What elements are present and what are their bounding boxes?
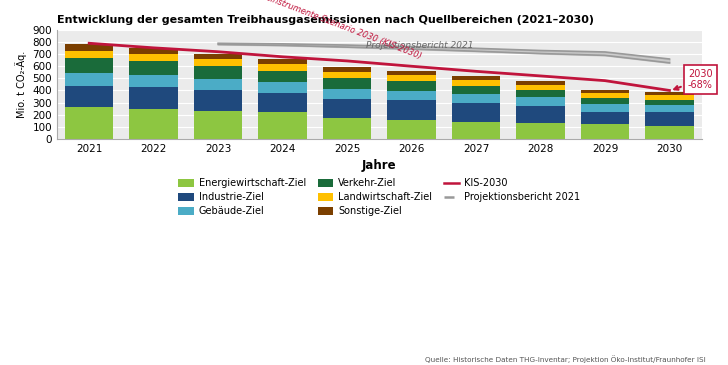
Bar [258, 82, 306, 93]
Bar [645, 126, 694, 139]
Bar [65, 45, 114, 50]
X-axis label: Jahre: Jahre [362, 159, 397, 172]
Bar [194, 111, 242, 139]
Bar [194, 90, 242, 111]
Text: Entwicklung der gesamten Treibhausgasemissionen nach Quellbereichen (2021–2030): Entwicklung der gesamten Treibhausgasemi… [57, 15, 594, 25]
Legend: Energiewirtschaft-Ziel, Industrie-Ziel, Gebäude-Ziel, Verkehr-Ziel, Landwirtscha: Energiewirtschaft-Ziel, Industrie-Ziel, … [176, 176, 582, 218]
Text: Quelle: Historische Daten THG-Inventar; Projektion Öko-Institut/Fraunhofer ISI: Quelle: Historische Daten THG-Inventar; … [425, 356, 706, 363]
Bar [130, 75, 178, 87]
Bar [194, 79, 242, 90]
Bar [65, 50, 114, 58]
Bar [581, 104, 629, 112]
Bar [387, 120, 436, 139]
Bar [65, 73, 114, 86]
Bar [387, 75, 436, 81]
Bar [452, 76, 500, 80]
Bar [516, 91, 565, 97]
Bar [516, 97, 565, 105]
Bar [387, 81, 436, 91]
Bar [130, 48, 178, 54]
Bar [258, 71, 306, 82]
Bar [645, 105, 694, 112]
Bar [581, 93, 629, 99]
Bar [323, 78, 371, 89]
Bar [130, 54, 178, 61]
Bar [258, 93, 306, 112]
Bar [323, 118, 371, 139]
Text: Klimaschutzinstrumente-Szenario 2030 (KIS-2030): Klimaschutzinstrumente-Szenario 2030 (KI… [221, 0, 422, 60]
Text: Projektionsbericht 2021: Projektionsbericht 2021 [366, 41, 474, 50]
Bar [323, 89, 371, 99]
Bar [387, 70, 436, 75]
Bar [65, 58, 114, 73]
Bar [516, 105, 565, 123]
Bar [258, 112, 306, 139]
Bar [452, 80, 500, 86]
Bar [258, 59, 306, 65]
Bar [130, 61, 178, 75]
Text: 2030
-68%: 2030 -68% [674, 69, 713, 91]
Bar [194, 54, 242, 59]
Bar [581, 99, 629, 104]
Bar [645, 112, 694, 126]
Bar [516, 85, 565, 91]
Bar [130, 87, 178, 109]
Bar [645, 95, 694, 100]
Bar [452, 122, 500, 139]
Bar [452, 103, 500, 122]
Bar [516, 81, 565, 85]
Bar [194, 59, 242, 66]
Bar [130, 109, 178, 139]
Bar [323, 99, 371, 118]
Bar [323, 72, 371, 78]
Bar [65, 86, 114, 107]
Bar [645, 100, 694, 105]
Bar [387, 91, 436, 100]
Bar [452, 86, 500, 94]
Bar [65, 107, 114, 139]
Bar [581, 112, 629, 124]
Bar [387, 100, 436, 120]
Bar [452, 94, 500, 103]
Y-axis label: Mio. t CO₂-Äq.: Mio. t CO₂-Äq. [15, 51, 27, 118]
Bar [258, 65, 306, 71]
Bar [645, 92, 694, 95]
Bar [194, 66, 242, 79]
Bar [516, 123, 565, 139]
Bar [581, 124, 629, 139]
Bar [581, 90, 629, 93]
Bar [323, 67, 371, 72]
